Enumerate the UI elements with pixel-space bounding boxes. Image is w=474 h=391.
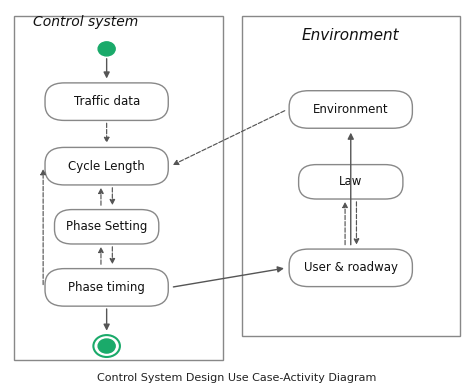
- Text: Environment: Environment: [313, 103, 389, 116]
- Text: Traffic data: Traffic data: [73, 95, 140, 108]
- Text: Phase Setting: Phase Setting: [66, 220, 147, 233]
- Text: Control system: Control system: [33, 14, 138, 29]
- FancyBboxPatch shape: [299, 165, 403, 199]
- Bar: [14, 16, 223, 360]
- Text: Law: Law: [339, 175, 363, 188]
- Bar: [242, 16, 460, 336]
- Circle shape: [98, 42, 115, 56]
- FancyBboxPatch shape: [289, 91, 412, 128]
- FancyBboxPatch shape: [45, 269, 168, 306]
- FancyBboxPatch shape: [45, 147, 168, 185]
- FancyBboxPatch shape: [289, 249, 412, 287]
- Circle shape: [98, 339, 115, 353]
- FancyBboxPatch shape: [45, 83, 168, 120]
- FancyBboxPatch shape: [55, 210, 159, 244]
- Text: User & roadway: User & roadway: [304, 261, 398, 274]
- Text: Environment: Environment: [302, 28, 400, 43]
- Text: Control System Design Use Case-Activity Diagram: Control System Design Use Case-Activity …: [97, 373, 377, 384]
- Text: Cycle Length: Cycle Length: [68, 160, 145, 173]
- Text: Phase timing: Phase timing: [68, 281, 145, 294]
